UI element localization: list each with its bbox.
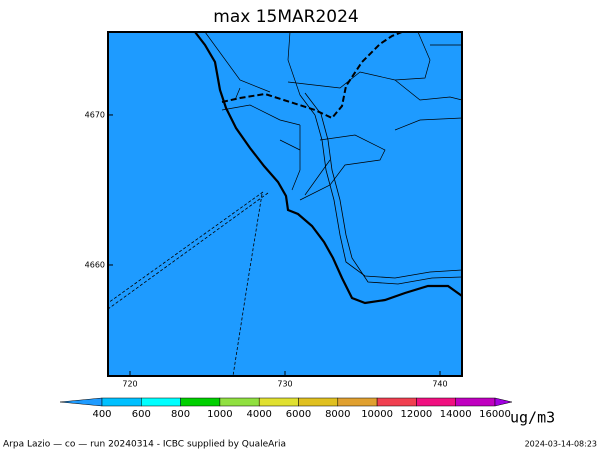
y-tick-label: 4660 (85, 260, 105, 269)
map-area (108, 32, 462, 376)
map-lines (107, 31, 463, 377)
x-tick-label: 740 (432, 380, 447, 389)
colorbar-label: 16000 (479, 409, 511, 420)
colorbar-label: 10000 (361, 409, 393, 420)
colorbar-label: 1000 (207, 409, 232, 420)
colorbar-label: 600 (132, 409, 151, 420)
colorbar-segment (141, 397, 181, 407)
colorbar-segment (101, 397, 142, 407)
colorbar-label: 12000 (400, 409, 432, 420)
colorbar-segment (455, 397, 496, 407)
colorbar-segment (376, 397, 417, 407)
x-tick-label: 730 (277, 380, 292, 389)
colorbar-label: 800 (171, 409, 190, 420)
colorbar-label: 6000 (286, 409, 311, 420)
footer-left: Arpa Lazio — co — run 20240314 - ICBC su… (3, 440, 286, 450)
x-tick-label: 720 (122, 380, 137, 389)
colorbar-label: 14000 (440, 409, 472, 420)
colorbar-segment (337, 397, 378, 407)
colorbar-label: 400 (92, 409, 111, 420)
y-tick-label: 4670 (85, 110, 105, 119)
colorbar-label: 8000 (325, 409, 350, 420)
colorbar-segment (416, 397, 456, 407)
colorbar-label: 4000 (246, 409, 271, 420)
colorbar-lower-triangle (59, 397, 103, 407)
colorbar-segment (258, 397, 299, 407)
colorbar-segment (298, 397, 339, 407)
footer-right: 2024-03-14-08:23 (525, 440, 597, 449)
colorbar-upper-triangle (494, 397, 513, 407)
colorbar-segment (219, 397, 260, 407)
chart-title: max 15MAR2024 (213, 7, 358, 27)
colorbar-segment (180, 397, 221, 407)
colorbar-unit: ug/m3 (510, 409, 555, 427)
